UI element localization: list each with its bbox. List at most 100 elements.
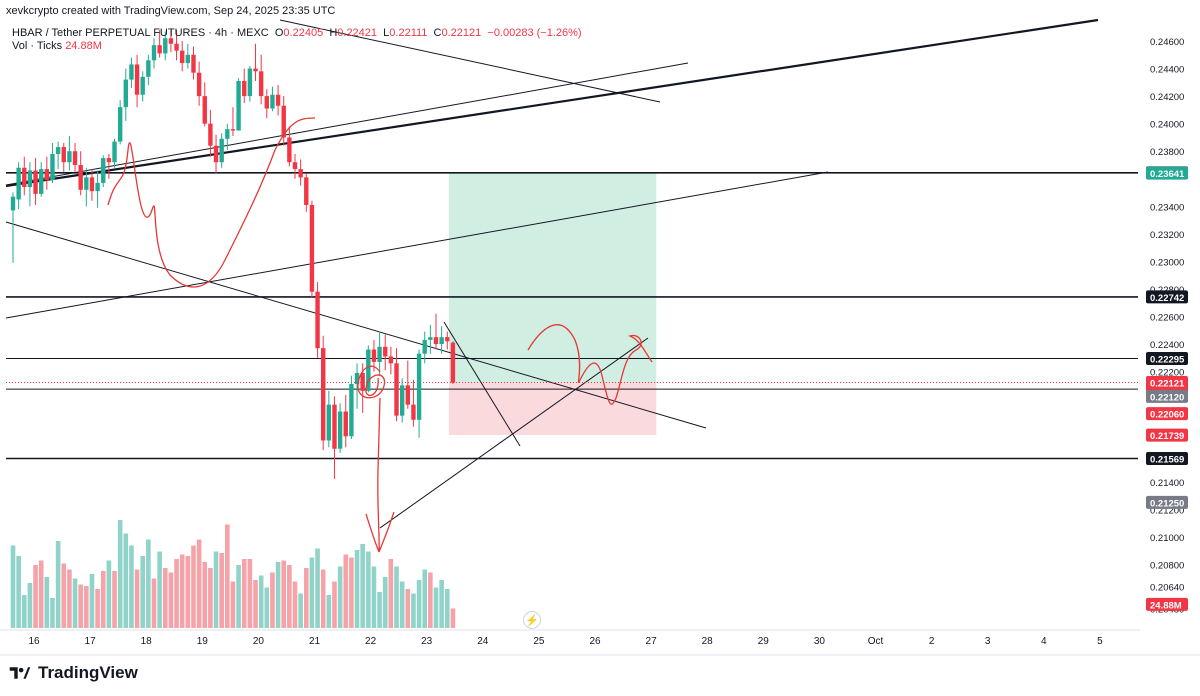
candle-body: [428, 337, 433, 340]
candle-body: [264, 96, 269, 109]
volume-bar: [388, 559, 394, 628]
volume-bar: [349, 557, 354, 628]
candle-body: [202, 96, 207, 124]
candle-body: [383, 346, 388, 357]
x-tick-label: 30: [814, 636, 826, 647]
volume-bar: [241, 559, 247, 628]
volume-bar: [61, 563, 67, 628]
ohlc-open: O0.22405: [274, 27, 324, 39]
candle-body: [281, 105, 286, 138]
y-tick-label: 0.23400: [1150, 202, 1184, 213]
hand-drawn-annotation: [107, 117, 316, 288]
candle-body: [433, 337, 439, 345]
trend-line: [5, 221, 707, 429]
volume-bar: [292, 581, 298, 628]
volume-bar: [27, 583, 33, 628]
volume-bar: [219, 553, 224, 628]
y-tick-label: 0.22400: [1150, 340, 1184, 351]
candle-body: [394, 363, 399, 416]
candle-body: [416, 353, 422, 420]
chart-credit: xevkcrypto created with TradingView.com,…: [6, 5, 336, 17]
volume-bar: [208, 568, 213, 628]
volume-bar: [405, 589, 411, 628]
candle-body: [371, 349, 377, 362]
y-tick-label: 0.22200: [1150, 368, 1184, 379]
candle-body: [106, 158, 112, 163]
volume-bar: [84, 586, 89, 628]
volume-bar: [134, 569, 140, 628]
volume-bar: [258, 575, 264, 628]
volume-bar: [174, 559, 179, 628]
candle-body: [67, 151, 72, 163]
candle-body: [55, 147, 61, 154]
y-tick-label: 0.20800: [1150, 560, 1184, 571]
candle-body: [208, 123, 213, 146]
volume-bar: [146, 539, 151, 628]
volume-bar: [78, 584, 83, 628]
volume-bar: [428, 572, 433, 628]
volume-bar: [230, 581, 236, 628]
ohlc-high: H0.22421: [329, 27, 378, 39]
tradingview-logo[interactable]: TradingView: [8, 663, 138, 683]
candle-body: [22, 167, 27, 188]
volume-bar: [10, 545, 16, 628]
candle-body: [292, 162, 298, 170]
y-tick-label: 0.24600: [1150, 37, 1184, 48]
volume-bar: [236, 565, 241, 628]
stop-zone: [448, 382, 657, 436]
candle-body: [134, 64, 140, 95]
candle-body: [450, 342, 456, 383]
candle-body: [196, 72, 202, 97]
candle-body: [151, 45, 157, 61]
candle-body: [117, 107, 123, 142]
candle-body: [445, 337, 450, 342]
volume-bar: [444, 589, 450, 628]
volume-bar: [411, 593, 416, 628]
price-tag: 0.22121: [1150, 378, 1185, 389]
hand-drawn-annotation: [527, 324, 653, 405]
volume-bar: [371, 566, 377, 628]
x-tick-label: 20: [253, 636, 265, 647]
symbol-name[interactable]: HBAR / Tether PERPETUAL FUTURES · 4h · M…: [12, 27, 269, 39]
candle-body: [112, 141, 117, 163]
y-tick-label: 0.24400: [1150, 65, 1184, 76]
volume-bar: [112, 571, 117, 628]
volume-bar: [332, 581, 337, 628]
candle-body: [236, 80, 241, 131]
candle-body: [337, 411, 343, 449]
volume-bar: [140, 556, 146, 628]
candle-body: [332, 404, 337, 449]
volume-bar: [162, 568, 168, 628]
price-tag: 0.23641: [1150, 169, 1185, 180]
volume-bar: [95, 589, 100, 628]
candle-body: [321, 348, 326, 441]
hand-drawn-annotation: [365, 397, 395, 553]
level-price-tag-background: [1146, 352, 1188, 365]
y-tick-label: 0.24200: [1150, 92, 1184, 103]
candle-body: [388, 356, 394, 364]
volume-bar: [202, 562, 208, 628]
volume-bar: [44, 577, 50, 628]
candle-body: [360, 372, 365, 391]
price-tag-background: [1146, 597, 1188, 611]
candle-body: [366, 349, 371, 391]
lightning-icon[interactable]: ⚡: [523, 611, 541, 629]
volume-label[interactable]: Vol · Ticks: [12, 40, 63, 52]
candle-body: [180, 50, 185, 64]
candle-body: [315, 291, 320, 349]
candle-body: [253, 68, 258, 72]
volume-bar: [270, 572, 275, 628]
volume-bar: [213, 551, 219, 628]
volume-bar: [16, 556, 21, 628]
volume-bar: [179, 554, 185, 628]
level-price-tag: 0.22742: [1150, 293, 1184, 304]
candle-body: [304, 177, 309, 205]
x-tick-label: 27: [646, 636, 658, 647]
volume-bar: [450, 608, 456, 628]
level-price-tag: 0.22295: [1150, 355, 1185, 366]
volume-bar: [123, 533, 129, 628]
candle-body: [129, 64, 134, 80]
level-price-tag: 0.21569: [1150, 454, 1184, 465]
volume-bar: [151, 578, 157, 628]
